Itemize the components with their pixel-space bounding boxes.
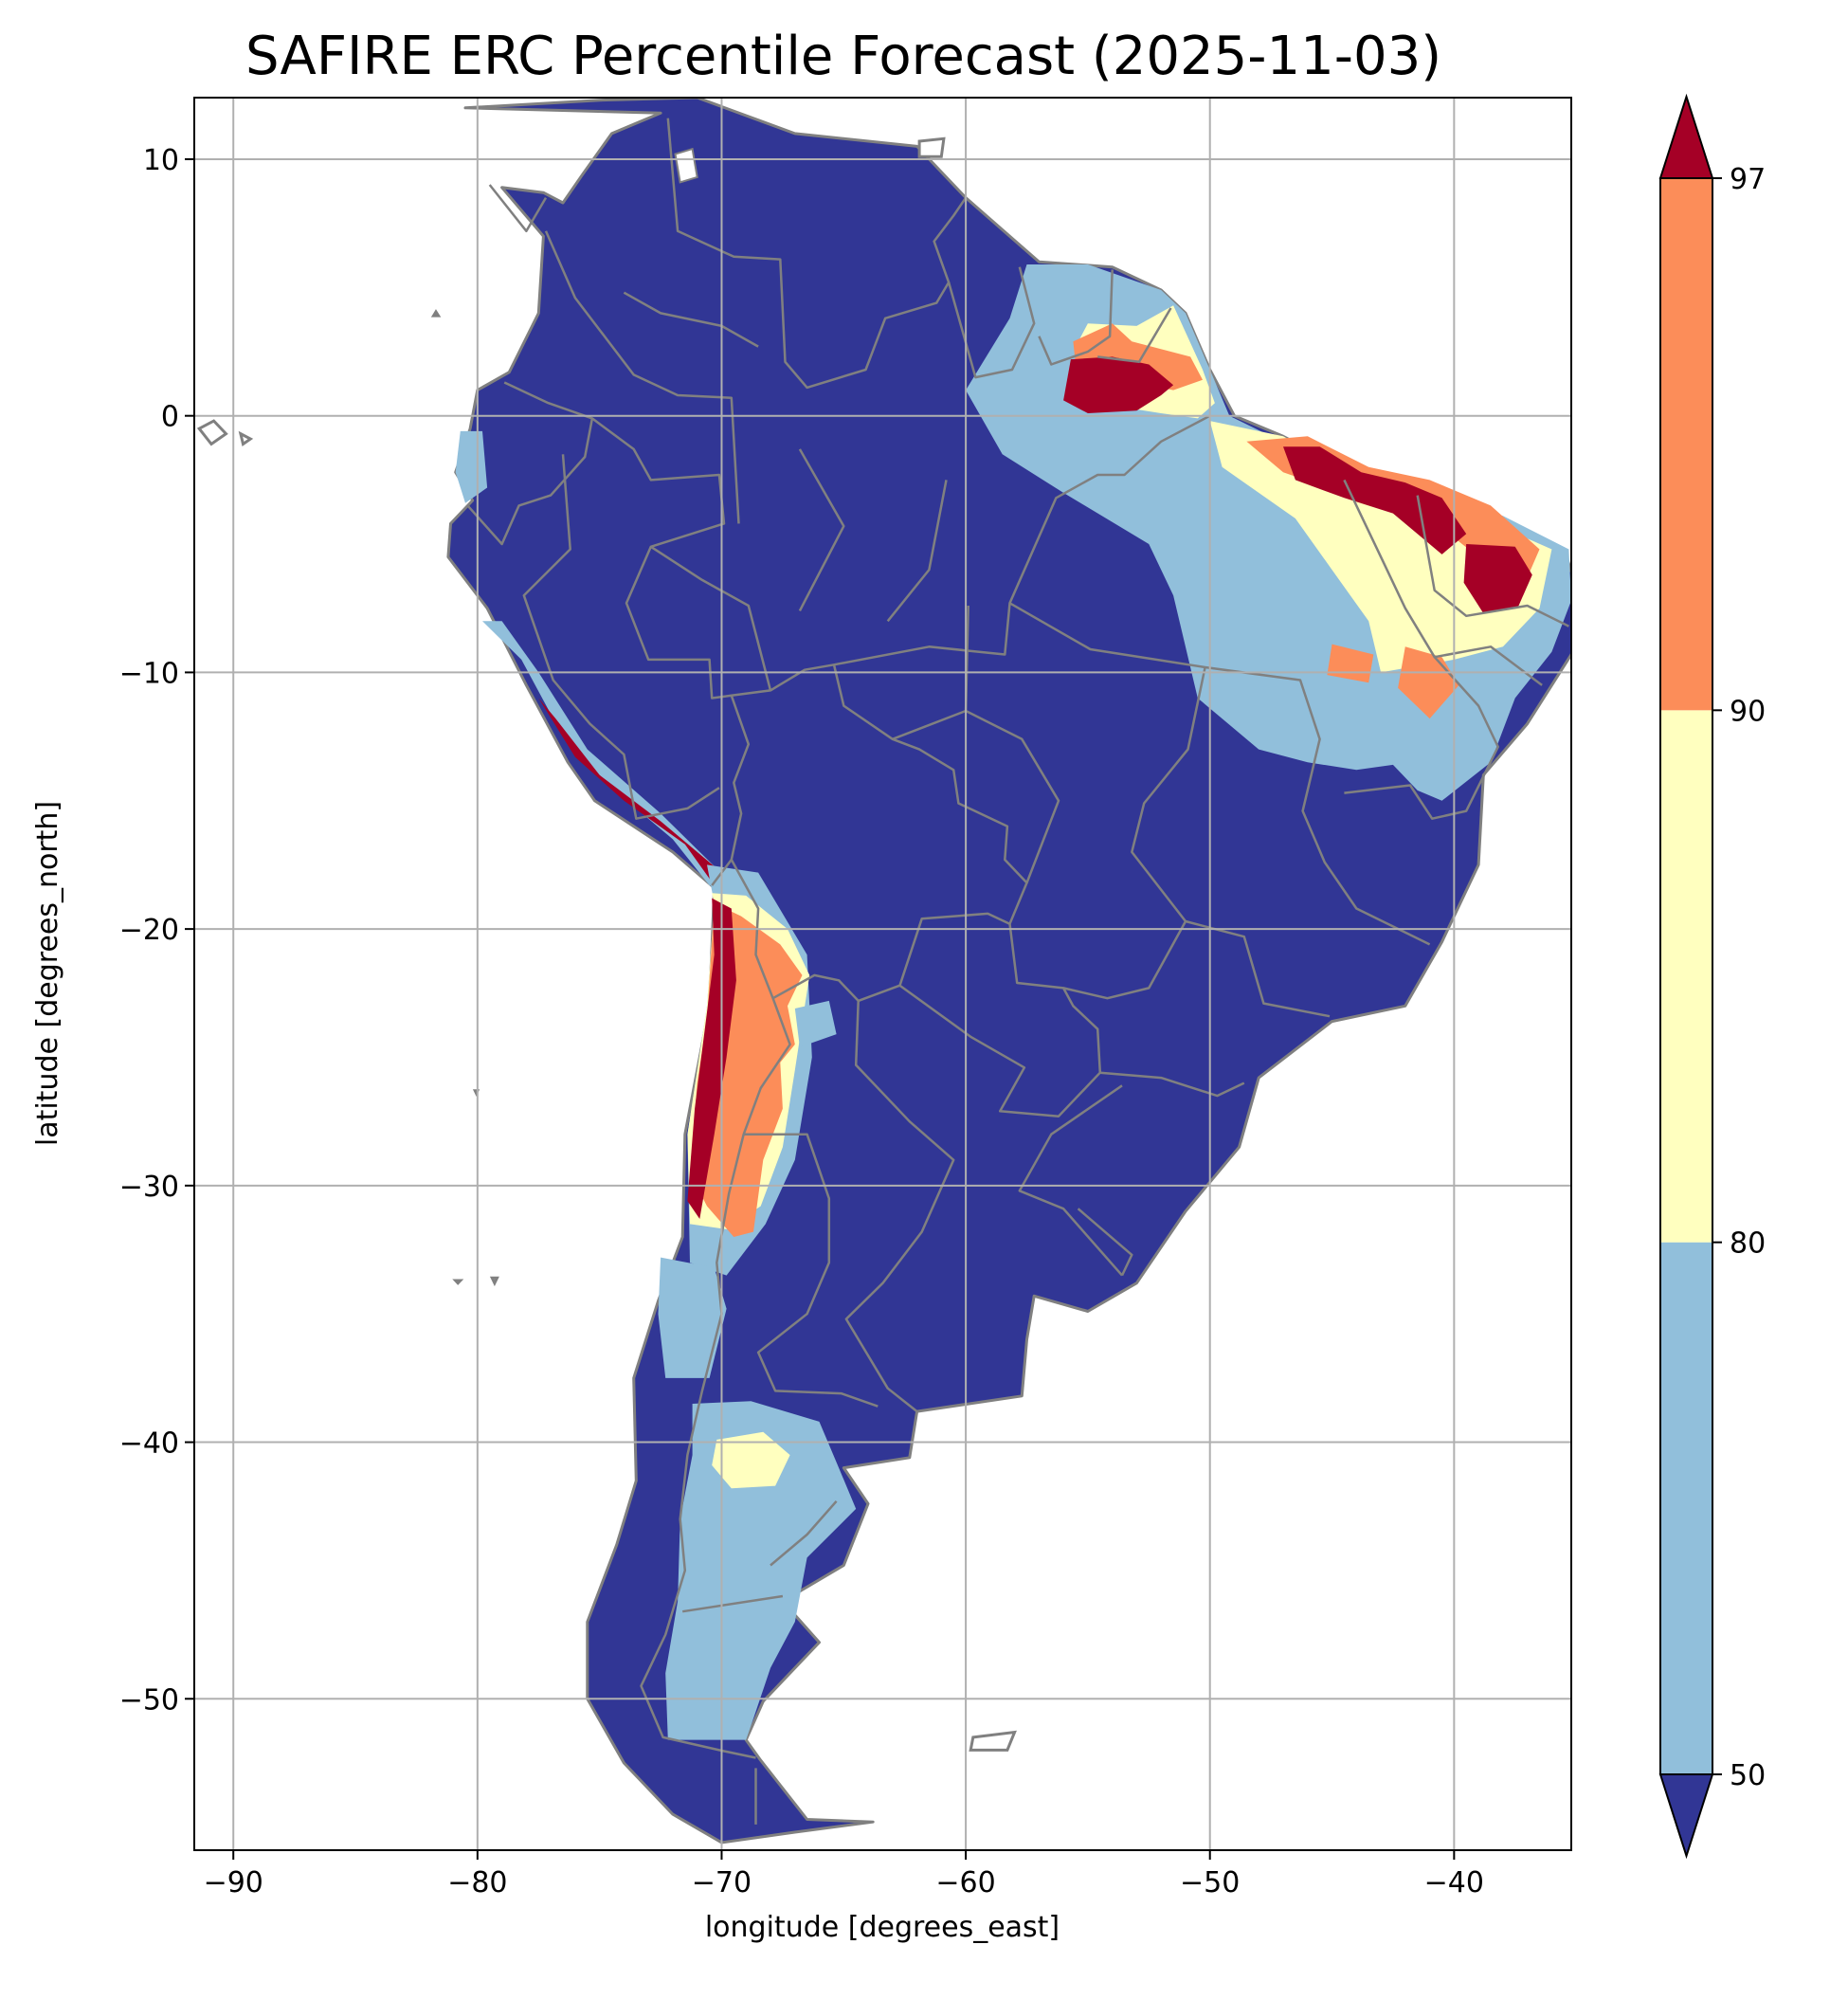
region-ceara-red bbox=[1463, 544, 1532, 614]
x-tick-label: −40 bbox=[1424, 1866, 1484, 1899]
border-line bbox=[892, 709, 1060, 883]
border-line bbox=[1062, 920, 1187, 1000]
colorbar-bin bbox=[1660, 710, 1712, 1243]
border-line bbox=[466, 381, 594, 546]
x-tick-label: −90 bbox=[204, 1866, 263, 1899]
border-line bbox=[1038, 269, 1114, 366]
x-tick-label: −60 bbox=[935, 1866, 995, 1899]
region-argentina-bluish-spot bbox=[794, 1000, 837, 1047]
border-line bbox=[623, 291, 759, 348]
region-atacama-red bbox=[687, 898, 736, 1219]
island-2 bbox=[489, 1276, 499, 1287]
border-line bbox=[1343, 479, 1543, 686]
colorbar-bin bbox=[1660, 178, 1712, 711]
colorbar-tick-label: 90 bbox=[1730, 695, 1766, 728]
region-patagonia-bluish bbox=[665, 1401, 857, 1740]
region-central-chile-bluish bbox=[658, 1257, 727, 1378]
region-ne-orange-spot-1 bbox=[1398, 646, 1459, 719]
region-ecuador-bluish bbox=[455, 430, 488, 503]
grid-lines bbox=[194, 98, 1571, 1850]
border-line bbox=[798, 448, 845, 611]
border-line bbox=[666, 118, 968, 390]
border-line bbox=[1018, 1084, 1123, 1277]
island-0 bbox=[196, 419, 228, 446]
percentile-regions bbox=[446, 98, 1571, 1845]
border-line bbox=[1344, 656, 1499, 820]
island-6 bbox=[917, 136, 946, 158]
y-tick-label: 0 bbox=[161, 401, 179, 434]
country-borders bbox=[466, 118, 1569, 1825]
border-line bbox=[640, 997, 791, 1759]
region-peru-coast-red bbox=[538, 698, 722, 886]
island-5 bbox=[430, 309, 442, 318]
x-tick-label: −70 bbox=[692, 1866, 752, 1899]
border-line bbox=[544, 230, 740, 524]
region-coast-red bbox=[1283, 446, 1467, 554]
island-1 bbox=[238, 430, 254, 446]
x-axis-label: longitude [degrees_east] bbox=[705, 1911, 1060, 1944]
border-line bbox=[833, 414, 1211, 666]
colorbar: 50 80 90 97 bbox=[1658, 93, 1766, 1860]
border-line bbox=[844, 1000, 955, 1413]
region-peru-coast-bluish bbox=[482, 621, 734, 886]
border-line bbox=[743, 1133, 879, 1408]
border-line bbox=[886, 480, 948, 623]
border-line bbox=[1099, 1071, 1245, 1098]
x-tick-label: −80 bbox=[447, 1866, 507, 1899]
colorbar-tick-label: 80 bbox=[1730, 1227, 1766, 1261]
lake-0 bbox=[674, 147, 698, 184]
border-line bbox=[488, 184, 548, 233]
map-area bbox=[194, 98, 1571, 1850]
colorbar-bin bbox=[1660, 1242, 1712, 1774]
region-amapa-red bbox=[1063, 356, 1174, 413]
y-axis-ticks: 10 0 −10 −20 −30 −40 −50 bbox=[119, 144, 194, 1717]
border-line bbox=[591, 417, 751, 886]
colorbar-frame bbox=[1659, 177, 1713, 1775]
colorbar-tick-label: 97 bbox=[1730, 163, 1766, 196]
lakes bbox=[674, 147, 698, 184]
x-tick-label: −50 bbox=[1180, 1866, 1240, 1899]
x-axis-ticks: −90 −80 −70 −60 −50 −40 bbox=[204, 1850, 1484, 1899]
border-line bbox=[1077, 1208, 1133, 1277]
y-tick-label: 10 bbox=[143, 144, 179, 177]
region-north-brazil-yellow bbox=[1209, 421, 1552, 673]
islands bbox=[196, 136, 1017, 1752]
y-tick-label: −30 bbox=[119, 1171, 179, 1204]
border-line bbox=[770, 1499, 838, 1567]
border-line bbox=[522, 454, 720, 820]
island-3 bbox=[452, 1279, 464, 1285]
y-tick-label: −20 bbox=[119, 914, 179, 947]
y-axis-label: latitude [degrees_north] bbox=[31, 801, 64, 1146]
chart-title: SAFIRE ERC Percentile Forecast (2025-11-… bbox=[245, 26, 1441, 87]
colorbar-extend-max bbox=[1658, 93, 1714, 179]
border-line bbox=[1416, 495, 1569, 627]
y-tick-label: −40 bbox=[119, 1427, 179, 1461]
border-line bbox=[1097, 307, 1172, 364]
border-line bbox=[650, 545, 772, 691]
border-line bbox=[1008, 602, 1431, 946]
plot-frame bbox=[193, 97, 1572, 1851]
colorbar-extend-min bbox=[1658, 1773, 1714, 1860]
y-tick-label: −50 bbox=[119, 1683, 179, 1717]
border-line bbox=[1131, 666, 1331, 1018]
border-line bbox=[682, 1594, 784, 1613]
region-patagonia-yellow bbox=[712, 1431, 790, 1489]
y-tick-label: −10 bbox=[119, 657, 179, 690]
island-7 bbox=[969, 1730, 1017, 1752]
colorbar-tick-label: 50 bbox=[1730, 1759, 1766, 1792]
